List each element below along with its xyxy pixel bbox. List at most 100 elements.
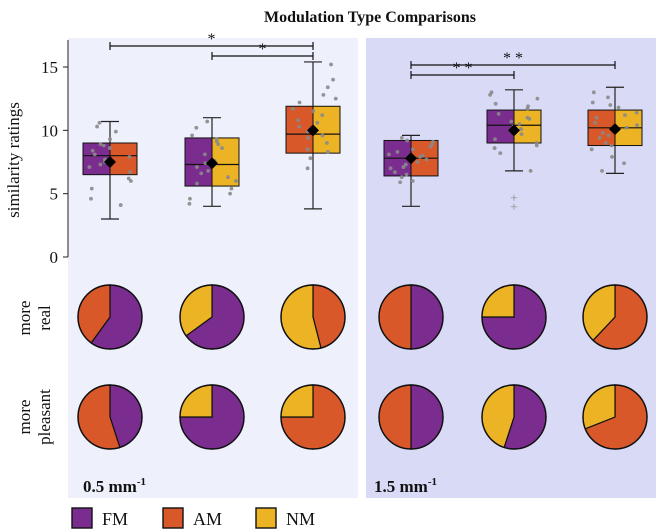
data-point (493, 137, 497, 142)
data-point (291, 106, 295, 111)
box-2 (587, 86, 643, 174)
data-point (597, 136, 602, 140)
data-point (118, 203, 123, 207)
data-point (331, 77, 335, 82)
data-point (405, 138, 410, 143)
data-point (608, 103, 613, 107)
data-point (90, 148, 95, 153)
data-point (107, 146, 112, 150)
panel-label-main: 1.5 mm (374, 477, 428, 496)
data-point (306, 136, 311, 140)
pie-outline (179, 384, 245, 450)
data-point (420, 153, 425, 158)
data-point (589, 147, 594, 152)
data-point (517, 122, 522, 126)
pie-outline (179, 284, 245, 350)
data-point (229, 186, 234, 191)
legend-label: FM (102, 509, 128, 529)
legend-item-am: AM (162, 507, 222, 529)
data-point (187, 201, 192, 206)
data-point (228, 191, 232, 196)
pie-outline (77, 284, 143, 350)
data-point (424, 157, 429, 162)
data-point (297, 100, 302, 105)
data-point (534, 141, 539, 145)
data-point (97, 120, 102, 125)
legend-swatch (255, 507, 277, 529)
data-point (305, 166, 310, 171)
significance-label: * (259, 41, 267, 58)
data-point (296, 118, 300, 123)
data-point (388, 166, 393, 171)
data-point (386, 152, 391, 157)
data-point (493, 101, 498, 106)
y-tick-label: 0 (50, 248, 59, 267)
panel-label-sup: -1 (428, 476, 437, 488)
data-point (399, 136, 404, 140)
pie-pleasant-2 (280, 384, 346, 450)
pie-outline (378, 284, 444, 350)
box-1 (184, 117, 240, 207)
plot-layer: **0.5 mm-1++* ** *1.5 mm-1 (77, 31, 648, 496)
data-point (600, 168, 604, 173)
data-point (395, 149, 400, 154)
data-point (216, 142, 221, 147)
legend-item-nm: NM (255, 507, 315, 529)
data-point (410, 147, 415, 152)
data-point (89, 186, 94, 191)
data-point (404, 172, 409, 177)
data-point (324, 141, 329, 145)
pie-outline (481, 384, 547, 450)
data-point (410, 179, 415, 183)
pie-outline (280, 284, 346, 350)
pie-outline (378, 384, 444, 450)
data-point (535, 96, 540, 101)
data-point (127, 155, 132, 159)
pie-pleasant-1 (179, 384, 245, 450)
legend-label: AM (193, 509, 222, 529)
data-point (519, 132, 524, 137)
data-point (488, 92, 492, 97)
mean-marker (508, 124, 520, 137)
legend-item-fm: FM (71, 507, 128, 529)
box-right-am (109, 142, 138, 176)
data-point (195, 165, 199, 169)
significance-bracket: * (211, 41, 314, 60)
mean-marker (104, 156, 116, 168)
mean-marker (206, 157, 218, 170)
pie-real-0 (378, 284, 444, 350)
data-point (315, 120, 320, 125)
row-label-real: more real (15, 301, 54, 336)
significance-label: * * (503, 50, 523, 67)
data-point (528, 168, 533, 173)
data-point (496, 111, 501, 116)
data-point (606, 133, 611, 138)
mean-marker (307, 124, 319, 137)
data-point (401, 165, 406, 169)
row-label-real-line2: real (35, 305, 54, 331)
data-point (87, 165, 92, 169)
legend-swatch (162, 507, 184, 529)
panel-label-main: 0.5 mm (83, 477, 137, 496)
row-label-pleasant: more pleasant (15, 389, 54, 445)
data-point (622, 161, 626, 166)
panel-label: 0.5 mm-1 (83, 476, 146, 496)
data-point (333, 96, 338, 101)
data-point (305, 147, 310, 152)
data-point (205, 119, 210, 124)
data-point (195, 181, 199, 186)
y-tick-label: 5 (50, 185, 59, 204)
panel-label: 1.5 mm-1 (374, 476, 437, 496)
data-point (101, 143, 106, 148)
box-1: ++ (486, 89, 542, 215)
data-point (203, 161, 208, 166)
data-point (525, 115, 530, 120)
data-point (113, 129, 118, 134)
data-point (128, 170, 133, 175)
legend-swatch (71, 507, 93, 529)
data-point (430, 142, 435, 147)
data-point (98, 142, 103, 147)
data-point (393, 170, 397, 175)
data-point (398, 180, 403, 185)
